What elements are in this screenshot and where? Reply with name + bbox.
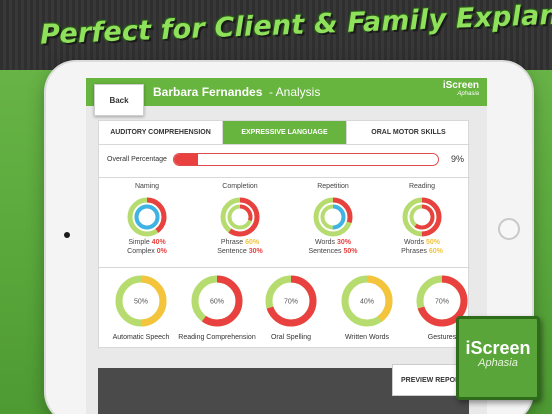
metric-line-2: Sentence 30% [200, 247, 280, 256]
metric-ring-chart [402, 197, 442, 237]
gauge-value [191, 275, 243, 327]
metric-naming: Naming Simple 40% Complex 0% [107, 183, 187, 256]
patient-name: Barbara Fernandes [153, 85, 263, 99]
metric-label: Completion [222, 183, 258, 190]
gauge-automatic-speech: 50% Automatic Speech [101, 275, 181, 342]
overall-label: Overall Percentage [107, 156, 167, 163]
ring-outer-value [127, 197, 167, 237]
metric-line-1-value: 30% [337, 239, 352, 246]
metric-line-2: Sentences 50% [293, 247, 373, 256]
metric-line-1-label: Simple [128, 239, 150, 246]
gauge-value-text: 70% [435, 299, 449, 306]
metric-line-2: Complex 0% [107, 247, 187, 256]
metric-line-1: Words 30% [293, 238, 373, 247]
metric-repetition: Repetition Words 30% Sentences 50% [293, 183, 373, 256]
gauge-reading-comprehension: 60% Reading Comprehension [177, 275, 257, 342]
metric-label: Naming [134, 183, 160, 190]
gauge-label: Reading Comprehension [178, 334, 256, 341]
gauge-oral-spelling: 70% Oral Spelling [251, 275, 331, 342]
metric-ring-chart [127, 197, 167, 237]
tab-expressive-language[interactable]: EXPRESSIVE LANGUAGE [223, 121, 347, 145]
brand-main: iScreen [442, 80, 479, 91]
ring-outer-value [220, 197, 260, 237]
promo-banner [0, 0, 552, 70]
metric-line-1-label: Words [403, 239, 425, 246]
ring-inner-value [134, 204, 160, 230]
ring-outer-value [313, 197, 353, 237]
metric-ring-chart [313, 197, 353, 237]
gauge-chart: 70% [265, 275, 317, 327]
metric-line-2-label: Sentence [217, 248, 247, 255]
gauge-value-text: 40% [360, 299, 374, 306]
metric-completion: Completion Phrase 60% Sentence 30% [200, 183, 280, 256]
metric-line-1-label: Words [314, 239, 336, 246]
gauge-gestures: 70% Gestures [402, 275, 482, 342]
ring-inner-value [409, 204, 435, 230]
gauge-label: Oral Spelling [270, 334, 312, 341]
metric-line-1-value: 60% [245, 239, 260, 246]
app-badge-sub: Aphasia [478, 357, 518, 369]
category-tabs: AUDITORY COMPREHENSION EXPRESSIVE LANGUA… [99, 121, 470, 145]
view-title: - Analysis [269, 85, 321, 99]
gauge-value-text: 70% [284, 299, 298, 306]
metric-line-2-value: 30% [248, 248, 263, 255]
metric-line-1-value: 40% [151, 239, 166, 246]
metric-line-2-label: Phrases [401, 248, 427, 255]
gauge-label: Automatic Speech [112, 334, 170, 341]
gauge-label: Written Words [344, 334, 390, 341]
back-button[interactable]: Back [94, 84, 144, 116]
metric-label: Repetition [317, 183, 349, 190]
divider [99, 267, 470, 268]
metric-reading: Reading Words 50% Phrases 60% [382, 183, 462, 256]
gauge-chart: 50% [115, 275, 167, 327]
tab-auditory-comprehension[interactable]: AUDITORY COMPREHENSION [99, 121, 223, 145]
gauge-label: Gestures [427, 334, 457, 341]
camera-dot [64, 232, 70, 238]
metric-label: Reading [408, 183, 436, 190]
metric-line-1-value: 50% [426, 239, 441, 246]
metric-line-2: Phrases 60% [382, 247, 462, 256]
home-button [498, 218, 520, 240]
tab-oral-motor-skills[interactable]: ORAL MOTOR SKILLS [347, 121, 470, 145]
tablet-device: Barbara Fernandes - Analysis iScreen Aph… [46, 62, 532, 414]
analysis-panel: AUDITORY COMPREHENSION EXPRESSIVE LANGUA… [98, 120, 470, 348]
overall-value: 9% [451, 154, 465, 164]
metric-line-2-label: Complex [127, 248, 155, 255]
metric-line-1: Simple 40% [107, 238, 187, 247]
gauge-value-text: 50% [134, 299, 148, 306]
brand-sub: Aphasia [457, 91, 479, 97]
app-icon-badge: iScreen Aphasia [456, 316, 540, 400]
gauge-value [416, 275, 468, 327]
metric-line-2-value: 0% [156, 248, 167, 255]
ring-inner-value [227, 204, 253, 230]
ring-inner-value [320, 204, 346, 230]
gauge-chart: 60% [191, 275, 243, 327]
gauge-chart: 40% [341, 275, 393, 327]
metric-line-1-label: Phrase [220, 239, 244, 246]
gauge-value [341, 275, 393, 327]
brand-logo: iScreen Aphasia [443, 81, 479, 98]
metric-ring-chart [220, 197, 260, 237]
ring-outer-value [402, 197, 442, 237]
app-badge-main: iScreen [465, 338, 531, 358]
metric-line-1: Words 50% [382, 238, 462, 247]
metric-line-2-value: 50% [343, 248, 358, 255]
divider [99, 177, 470, 178]
metric-line-2-label: Sentences [308, 248, 342, 255]
app-screen: Barbara Fernandes - Analysis iScreen Aph… [86, 78, 487, 414]
overall-progress-fill [174, 154, 198, 165]
gauge-value [265, 275, 317, 327]
gauge-written-words: 40% Written Words [327, 275, 407, 342]
gauge-value [115, 275, 167, 327]
overall-progress-bar [173, 153, 439, 166]
metric-line-2-value: 60% [428, 248, 443, 255]
app-header: Barbara Fernandes - Analysis iScreen Aph… [86, 78, 487, 106]
gauge-value-text: 60% [210, 299, 224, 306]
gauge-chart: 70% [416, 275, 468, 327]
metric-line-1: Phrase 60% [200, 238, 280, 247]
